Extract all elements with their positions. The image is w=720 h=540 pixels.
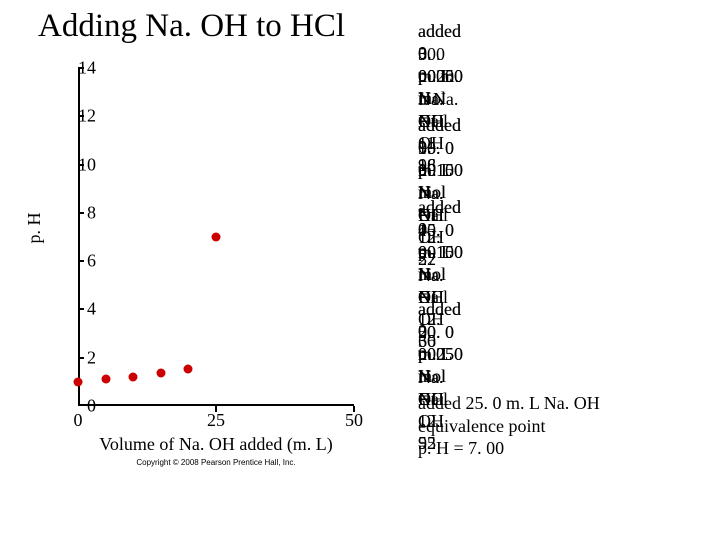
ytick-mark xyxy=(78,212,84,214)
data-point xyxy=(101,375,110,384)
xtick-label: 50 xyxy=(345,410,363,431)
annotation-block-5: added 25. 0 m. L Na. OH equivalence poin… xyxy=(418,392,600,460)
x-axis-label: Volume of Na. OH added (m. L) xyxy=(78,434,354,455)
xtick-label: 0 xyxy=(74,410,83,431)
page-title: Adding Na. OH to HCl xyxy=(38,8,345,45)
ytick-mark xyxy=(78,357,84,359)
data-point xyxy=(129,373,138,382)
ytick-mark xyxy=(78,260,84,262)
data-point xyxy=(156,369,165,378)
y-axis-label-text: p. H xyxy=(24,213,45,244)
data-point xyxy=(184,364,193,373)
copyright-text: Copyright © 2008 Pearson Prentice Hall, … xyxy=(78,458,354,467)
xtick-mark xyxy=(353,406,355,412)
anno5-line1: added 25. 0 m. L Na. OH xyxy=(418,392,600,415)
ytick-mark xyxy=(78,115,84,117)
ytick-mark xyxy=(78,308,84,310)
ytick-mark xyxy=(78,164,84,166)
anno5-line3: p. H = 7. 00 xyxy=(418,437,600,460)
xtick-label: 25 xyxy=(207,410,225,431)
titration-chart: p. H Volume of Na. OH added (m. L) Copyr… xyxy=(22,58,382,478)
xtick-mark xyxy=(215,406,217,412)
anno5-line2: equivalence point xyxy=(418,415,600,438)
data-point xyxy=(212,233,221,242)
data-point xyxy=(74,377,83,386)
ytick-mark xyxy=(78,67,84,69)
